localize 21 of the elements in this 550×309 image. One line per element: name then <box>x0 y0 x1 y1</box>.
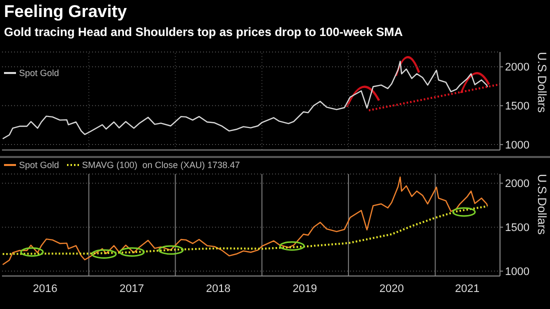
y-axis-title: U.S.Dollars <box>535 52 549 115</box>
legend-label: Spot Gold <box>18 68 60 78</box>
x-tick-label: 2019 <box>292 282 318 295</box>
y-tick-label: 1500 <box>505 100 530 113</box>
y-tick-label: 2000 <box>505 178 530 190</box>
x-tick-label: 2016 <box>32 282 58 295</box>
chart-subtitle: Gold tracing Head and Shoulders top as prices drop to 100-week SMA <box>4 25 403 39</box>
line-series <box>2 176 488 266</box>
y-axis-title: U.S.Dollars <box>535 174 549 237</box>
x-tick-label: 2018 <box>206 282 231 295</box>
y-tick-label: 2000 <box>505 62 530 74</box>
y-tick-label: 1000 <box>505 266 530 278</box>
x-tick-label: 2020 <box>379 282 404 295</box>
line-series <box>2 60 488 140</box>
y-tick-label: 1000 <box>505 139 530 152</box>
legend-label: SMAVG (100) on Close (XAU) 1738.47 <box>81 160 240 170</box>
x-tick-label: 2021 <box>455 282 480 295</box>
y-tick-label: 1500 <box>505 222 530 234</box>
legend-label: Spot Gold <box>18 160 60 170</box>
chart-title: Feeling Gravity <box>4 2 127 22</box>
x-tick-label: 2017 <box>119 282 144 295</box>
